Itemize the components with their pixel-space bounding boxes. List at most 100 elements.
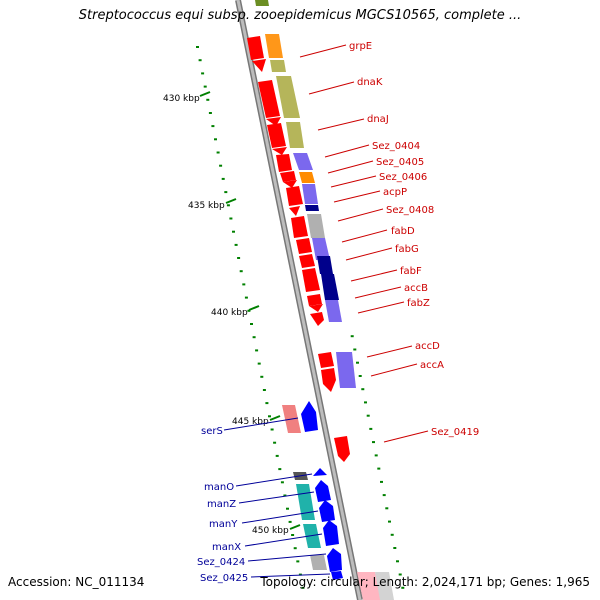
gene-arrow-Sez_0408: [291, 216, 308, 238]
gene-arrow-manX: [323, 520, 339, 546]
tick-dot: [196, 46, 199, 48]
gene-label-dnaK: dnaK: [357, 77, 383, 88]
tick-dot: [385, 507, 389, 510]
tick-mark-440: [248, 305, 260, 311]
tick-dot: [221, 177, 225, 180]
gene-arrow-manO: [313, 468, 327, 476]
tick-dot: [252, 336, 256, 339]
gene-arrow-Sez_0425: [331, 571, 343, 580]
gene-label-Sez_0424: Sez_0424: [197, 557, 245, 568]
gene-label-manZ: manZ: [207, 499, 236, 510]
gene-label-dnaJ: dnaJ: [367, 114, 389, 125]
tick-dot: [369, 427, 373, 430]
tick-dot: [250, 323, 253, 325]
reverse-gene-arrows: [301, 401, 343, 580]
tick-dot: [219, 164, 223, 167]
tick-dot: [280, 481, 284, 484]
gene-label-manO: manO: [204, 482, 234, 493]
gene-arrow-fabG: [299, 254, 315, 268]
tick-dot: [203, 85, 207, 88]
tick-dot: [224, 191, 228, 194]
tick-dot-track: [196, 46, 405, 589]
tick-dot: [380, 480, 383, 483]
tick-mark-435: [225, 198, 237, 204]
tick-dot: [291, 534, 295, 536]
tick-label-430: 430 kbp: [163, 94, 200, 104]
tick-mark-450: [289, 524, 301, 530]
forward-gene-arrows: [247, 36, 350, 462]
gene-label-accA: accA: [420, 360, 444, 371]
gene-label-Sez_0405: Sez_0405: [376, 157, 424, 168]
gene-arrow-fabD: [296, 238, 312, 254]
tick-dot: [226, 204, 230, 207]
tick-dot: [275, 454, 279, 457]
gene-arrow-accD: [318, 352, 334, 368]
tick-dot: [398, 573, 402, 576]
tick-dot: [237, 257, 241, 259]
tick-dot: [293, 547, 297, 550]
gene-arrow-accB-tip: [309, 304, 323, 312]
tick-dot: [301, 586, 305, 589]
tick-label-450: 450 kbp: [252, 526, 289, 536]
tick-dot: [298, 573, 302, 576]
gene-arrow-Sez_0424: [327, 548, 342, 572]
tick-dot: [247, 309, 251, 312]
tick-dot: [262, 389, 266, 391]
gene-label-Sez_0408: Sez_0408: [386, 205, 434, 216]
gene-arrow-Sez_0419: [334, 436, 350, 462]
tick-dot: [260, 375, 264, 378]
gene-arrow-Sez_0405-tip: [283, 180, 297, 188]
tick-dot: [257, 362, 261, 365]
gene-arrow-Sez_0405: [280, 171, 296, 182]
gene-arrow-dnaK: [258, 80, 280, 118]
tick-dot: [265, 402, 269, 405]
gene-label-accD: accD: [415, 341, 440, 352]
tick-dot: [361, 388, 365, 391]
tick-dot: [283, 494, 287, 497]
gene-arrow-accA: [321, 368, 336, 392]
tick-dot: [296, 560, 300, 563]
tick-dot: [286, 507, 289, 510]
tick-dot: [377, 467, 381, 470]
tick-dot: [232, 230, 235, 233]
gene-arrow-grpE: [247, 36, 264, 60]
tick-label-445: 445 kbp: [232, 417, 269, 427]
gene-arrow-Sez_0404: [276, 154, 292, 172]
gene-label-fabZ: fabZ: [407, 298, 430, 309]
gene-label-Sez_0404: Sez_0404: [372, 141, 420, 152]
tick-mark-430: [199, 91, 211, 97]
tick-dot: [201, 72, 205, 75]
tick-dot: [353, 348, 357, 351]
tick-dot: [382, 494, 386, 497]
gene-arrow-dnaJ-tip: [272, 147, 287, 155]
gene-arrow-dnaJ: [267, 123, 286, 148]
tick-dot: [350, 335, 354, 338]
gene-label-fabG: fabG: [395, 244, 419, 255]
tick-dot: [270, 428, 274, 431]
forward-gene-labels: grpE dnaK dnaJ Sez_0404 Sez_0405 Sez_040…: [299, 41, 479, 443]
tick-dot: [244, 296, 248, 299]
tick-dot: [358, 375, 362, 377]
tick-label-435: 435 kbp: [188, 201, 225, 211]
tick-dot: [393, 547, 397, 549]
tick-dot: [234, 243, 238, 246]
tick-dot: [401, 586, 405, 589]
tick-dot: [366, 414, 370, 417]
gene-arrow-serS: [301, 401, 318, 432]
gene-label-serS: serS: [201, 426, 223, 437]
gene-label-accB: accB: [404, 283, 428, 294]
gene-arrow-accB: [307, 294, 322, 306]
genome-summary: Topology: circular; Length: 2,024,171 bp…: [260, 575, 590, 589]
tick-dot: [255, 349, 259, 352]
tick-dot: [356, 361, 359, 364]
tick-dot: [206, 98, 210, 101]
tick-dot: [198, 59, 202, 62]
gene-label-manY: manY: [209, 519, 238, 530]
tick-dot: [273, 441, 277, 444]
tick-dot: [268, 415, 271, 418]
gene-arrow-grpE-tip: [252, 59, 266, 72]
map-title: Streptococcus equi subsp. zooepidemicus …: [78, 8, 522, 23]
tick-dot: [374, 454, 378, 457]
tick-mark-445: [269, 415, 281, 421]
